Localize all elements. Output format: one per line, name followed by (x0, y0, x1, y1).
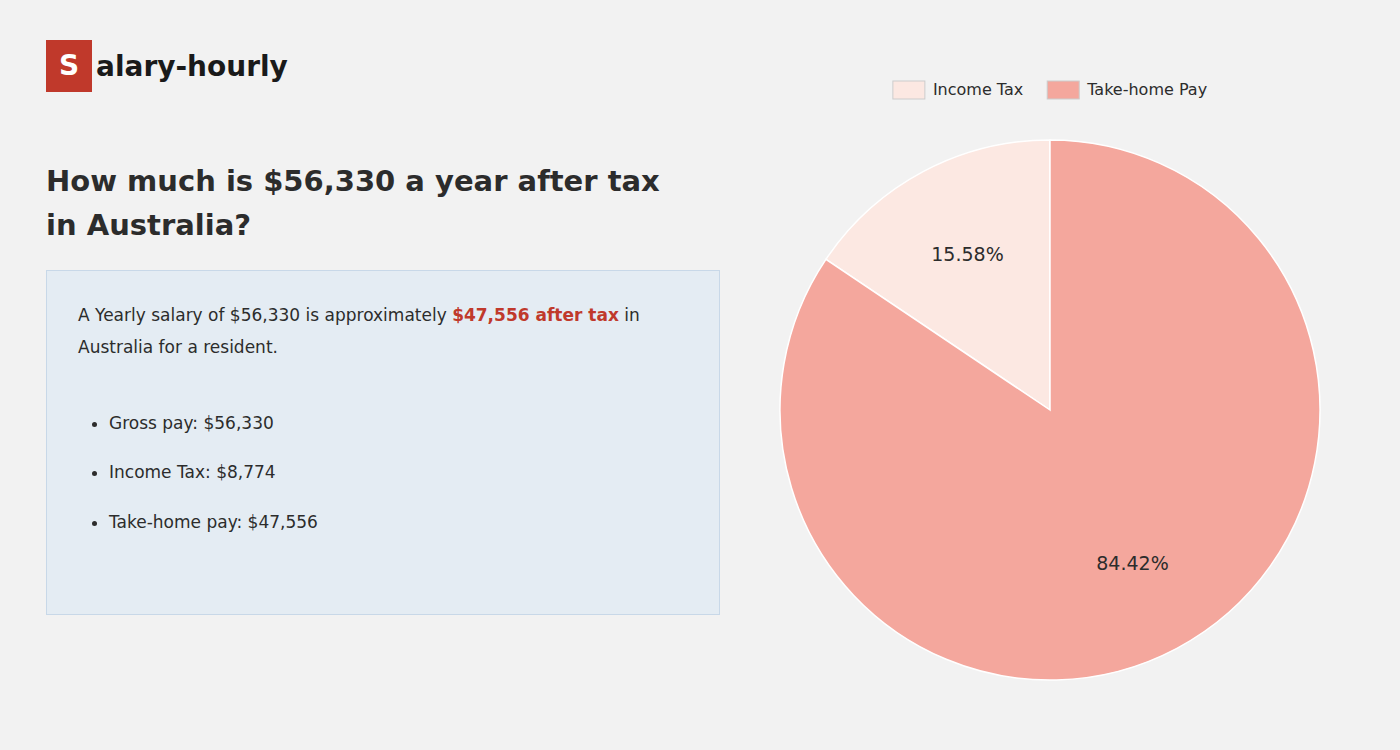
summary-text: in (619, 305, 640, 325)
text-panel: Salary-hourly How much is $56,330 a year … (0, 0, 770, 750)
logo-mark: S (46, 40, 92, 92)
title: How much is $56,330 a year after tax in … (46, 160, 686, 247)
pie-slices (780, 140, 1320, 680)
legend-swatch (893, 81, 925, 99)
data-label: 84.42% (1096, 552, 1168, 574)
legend: Income Tax Take-home Pay (893, 80, 1207, 100)
summary: A Yearly salary of $56,330 is approximat… (78, 299, 699, 364)
logo: Salary-hourly (46, 40, 288, 92)
info-box: A Yearly salary of $56,330 is approximat… (46, 270, 720, 615)
summary-highlight: $47,556 after tax (452, 305, 619, 325)
legend-label: Take-home Pay (1086, 80, 1207, 99)
bullet-item: Take-home pay: $47,556 (109, 498, 318, 547)
bullet-list: Gross pay: $56,330Income Tax: $8,774Take… (99, 399, 318, 547)
legend-label: Income Tax (933, 80, 1023, 99)
summary-text: A Yearly salary of $56,330 is approximat… (78, 305, 452, 325)
legend-swatch (1047, 81, 1079, 99)
logo-text: alary-hourly (96, 50, 288, 83)
summary-text: Australia for a resident. (78, 337, 278, 357)
bullet-item: Gross pay: $56,330 (109, 399, 318, 448)
pie-labels: 15.58% 84.42% (931, 243, 1168, 575)
pie-chart: 15.58% 84.42% Income Tax Take-home Pay (700, 0, 1400, 750)
bullet-item: Income Tax: $8,774 (109, 448, 318, 497)
data-label: 15.58% (931, 243, 1003, 265)
pie-slice (780, 140, 1320, 680)
